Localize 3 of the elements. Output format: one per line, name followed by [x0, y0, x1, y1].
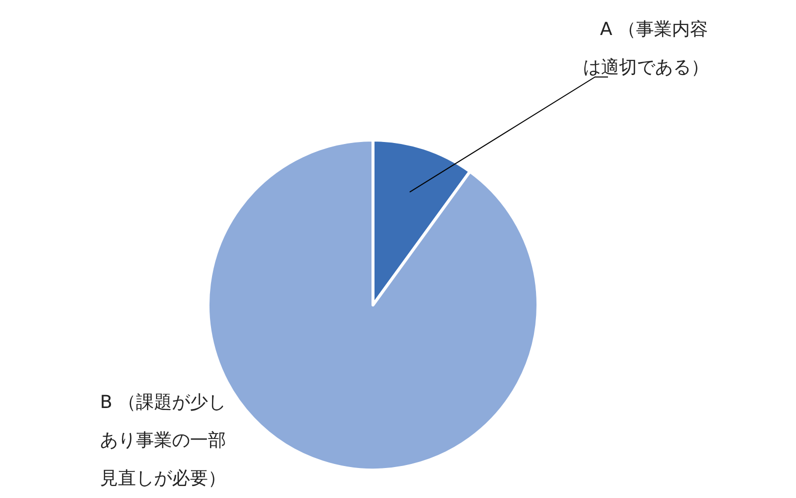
slice-label: B （課題が少しあり事業の一部見直しが必要）: [100, 392, 226, 489]
pie-slice: [206, 138, 540, 472]
slice-label: A （事業内容は適切である）: [583, 19, 709, 78]
